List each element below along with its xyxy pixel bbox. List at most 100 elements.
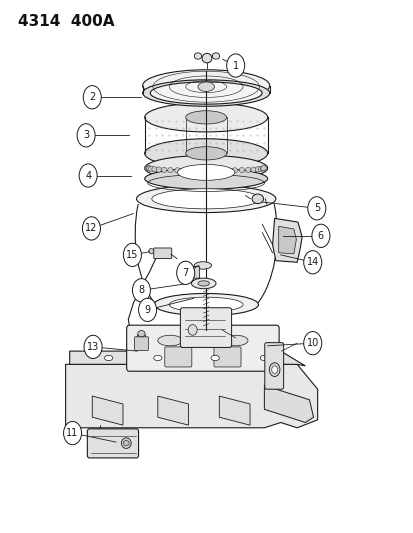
Ellipse shape xyxy=(154,294,258,316)
Circle shape xyxy=(303,332,321,355)
Ellipse shape xyxy=(147,166,152,171)
Ellipse shape xyxy=(123,440,129,446)
FancyBboxPatch shape xyxy=(134,337,148,351)
Ellipse shape xyxy=(207,168,213,173)
Ellipse shape xyxy=(252,194,263,204)
Ellipse shape xyxy=(152,189,260,209)
Circle shape xyxy=(83,86,101,109)
Ellipse shape xyxy=(145,139,267,168)
Ellipse shape xyxy=(245,167,250,173)
Ellipse shape xyxy=(177,165,234,180)
Ellipse shape xyxy=(150,82,261,104)
FancyBboxPatch shape xyxy=(87,429,138,458)
Ellipse shape xyxy=(197,82,214,92)
Ellipse shape xyxy=(223,335,247,346)
Circle shape xyxy=(311,224,329,247)
Circle shape xyxy=(77,124,95,147)
Text: 7: 7 xyxy=(182,268,188,278)
Ellipse shape xyxy=(188,325,197,335)
Circle shape xyxy=(82,217,100,240)
Circle shape xyxy=(176,261,194,285)
Ellipse shape xyxy=(216,168,221,173)
Circle shape xyxy=(64,422,81,445)
Circle shape xyxy=(123,243,141,266)
Polygon shape xyxy=(278,227,296,254)
Text: 13: 13 xyxy=(87,342,99,352)
Text: 8: 8 xyxy=(138,285,144,295)
Ellipse shape xyxy=(174,168,180,173)
Text: 2: 2 xyxy=(89,92,95,102)
FancyBboxPatch shape xyxy=(264,343,283,389)
Circle shape xyxy=(84,335,102,359)
Ellipse shape xyxy=(121,438,131,448)
Circle shape xyxy=(226,54,244,77)
Ellipse shape xyxy=(138,330,145,337)
Text: 10: 10 xyxy=(306,338,318,348)
Ellipse shape xyxy=(260,356,268,361)
Ellipse shape xyxy=(260,166,265,171)
Text: 5: 5 xyxy=(313,203,319,213)
Ellipse shape xyxy=(194,53,201,59)
Ellipse shape xyxy=(250,167,256,172)
Ellipse shape xyxy=(212,53,219,59)
Ellipse shape xyxy=(142,80,269,106)
Ellipse shape xyxy=(167,167,173,173)
Text: 3: 3 xyxy=(83,131,89,140)
Ellipse shape xyxy=(152,167,157,172)
Text: 14: 14 xyxy=(306,257,318,267)
Ellipse shape xyxy=(254,167,260,172)
Ellipse shape xyxy=(169,297,242,312)
Ellipse shape xyxy=(148,248,153,254)
Ellipse shape xyxy=(191,278,216,289)
FancyBboxPatch shape xyxy=(214,347,240,367)
Polygon shape xyxy=(272,219,301,262)
Text: 4314  400A: 4314 400A xyxy=(19,14,115,29)
Ellipse shape xyxy=(136,185,275,213)
FancyBboxPatch shape xyxy=(188,266,199,278)
Ellipse shape xyxy=(190,335,215,346)
Circle shape xyxy=(307,197,325,220)
Ellipse shape xyxy=(145,156,267,181)
Circle shape xyxy=(132,279,150,302)
FancyBboxPatch shape xyxy=(164,347,191,367)
Ellipse shape xyxy=(258,166,263,172)
Ellipse shape xyxy=(271,366,277,373)
Polygon shape xyxy=(92,396,123,425)
FancyBboxPatch shape xyxy=(180,308,231,348)
Text: 6: 6 xyxy=(317,231,323,241)
Ellipse shape xyxy=(185,111,226,124)
Ellipse shape xyxy=(239,167,244,173)
Ellipse shape xyxy=(211,356,219,361)
Ellipse shape xyxy=(161,167,166,173)
Ellipse shape xyxy=(145,103,267,132)
Polygon shape xyxy=(65,365,317,428)
Text: 15: 15 xyxy=(126,250,138,260)
Ellipse shape xyxy=(197,281,209,286)
Ellipse shape xyxy=(145,168,267,189)
Ellipse shape xyxy=(224,168,229,173)
FancyBboxPatch shape xyxy=(153,248,171,259)
Ellipse shape xyxy=(202,53,211,63)
Ellipse shape xyxy=(260,165,266,171)
Circle shape xyxy=(79,164,97,187)
Ellipse shape xyxy=(194,262,211,269)
Ellipse shape xyxy=(104,356,112,361)
Polygon shape xyxy=(264,385,313,423)
Ellipse shape xyxy=(157,335,182,346)
Polygon shape xyxy=(157,396,188,425)
Circle shape xyxy=(138,298,156,321)
Ellipse shape xyxy=(190,168,196,173)
Ellipse shape xyxy=(232,168,237,173)
Ellipse shape xyxy=(185,147,226,160)
Ellipse shape xyxy=(153,356,161,361)
Ellipse shape xyxy=(148,166,154,172)
Text: 12: 12 xyxy=(85,223,97,233)
Ellipse shape xyxy=(182,168,188,173)
FancyBboxPatch shape xyxy=(126,325,278,371)
Ellipse shape xyxy=(156,167,161,172)
Ellipse shape xyxy=(146,165,151,171)
Text: 9: 9 xyxy=(144,305,150,315)
Text: 1: 1 xyxy=(232,61,238,70)
Ellipse shape xyxy=(137,333,145,344)
Ellipse shape xyxy=(268,363,279,376)
